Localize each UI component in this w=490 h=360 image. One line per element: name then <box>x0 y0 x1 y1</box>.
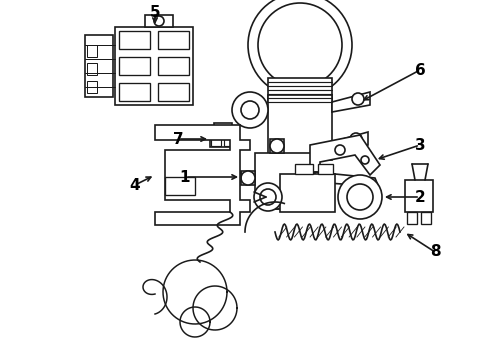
Bar <box>407 212 417 224</box>
Bar <box>421 212 431 224</box>
Bar <box>268 95 332 160</box>
Bar <box>158 57 189 75</box>
Bar <box>270 139 284 153</box>
Text: 4: 4 <box>130 177 140 193</box>
Bar <box>313 171 327 185</box>
Bar <box>85 35 113 97</box>
Bar <box>224 132 234 146</box>
Bar <box>119 31 150 49</box>
Bar <box>165 177 195 195</box>
Text: 3: 3 <box>415 138 425 153</box>
Circle shape <box>254 183 282 211</box>
Bar <box>210 131 236 147</box>
Circle shape <box>260 189 276 205</box>
Bar <box>318 164 333 174</box>
Text: 8: 8 <box>430 244 441 260</box>
Circle shape <box>241 171 255 185</box>
Circle shape <box>335 145 345 155</box>
Circle shape <box>313 171 327 185</box>
Bar <box>145 15 173 27</box>
Bar <box>87 63 97 75</box>
Bar <box>119 57 150 75</box>
Text: 1: 1 <box>180 170 190 185</box>
Bar <box>288 158 312 178</box>
Circle shape <box>350 133 362 145</box>
Bar <box>214 123 232 131</box>
Text: 6: 6 <box>415 63 425 77</box>
Circle shape <box>347 184 373 210</box>
Circle shape <box>270 195 284 209</box>
Circle shape <box>154 16 164 26</box>
Circle shape <box>352 93 364 105</box>
Bar <box>280 174 335 212</box>
Bar <box>158 83 189 101</box>
Polygon shape <box>310 135 380 175</box>
Bar <box>268 78 332 102</box>
Circle shape <box>232 92 268 128</box>
Bar <box>241 171 255 185</box>
Text: 2: 2 <box>415 189 425 204</box>
Polygon shape <box>332 132 368 152</box>
Bar <box>87 45 97 57</box>
Bar <box>119 83 150 101</box>
Bar <box>211 132 221 146</box>
Circle shape <box>258 3 342 87</box>
Circle shape <box>241 101 259 119</box>
Bar <box>158 31 189 49</box>
Polygon shape <box>315 172 380 195</box>
Text: 7: 7 <box>172 131 183 147</box>
Bar <box>87 81 97 93</box>
Circle shape <box>248 0 352 97</box>
Circle shape <box>270 139 284 153</box>
Bar <box>270 195 284 209</box>
Polygon shape <box>332 92 370 112</box>
Circle shape <box>338 175 382 219</box>
Bar <box>224 173 241 181</box>
Polygon shape <box>155 125 250 225</box>
Circle shape <box>228 172 238 182</box>
Bar <box>405 180 433 212</box>
Circle shape <box>361 156 369 164</box>
Text: 5: 5 <box>149 5 160 19</box>
Circle shape <box>292 160 308 176</box>
Bar <box>115 27 193 105</box>
Bar <box>295 164 313 174</box>
Bar <box>255 153 313 195</box>
